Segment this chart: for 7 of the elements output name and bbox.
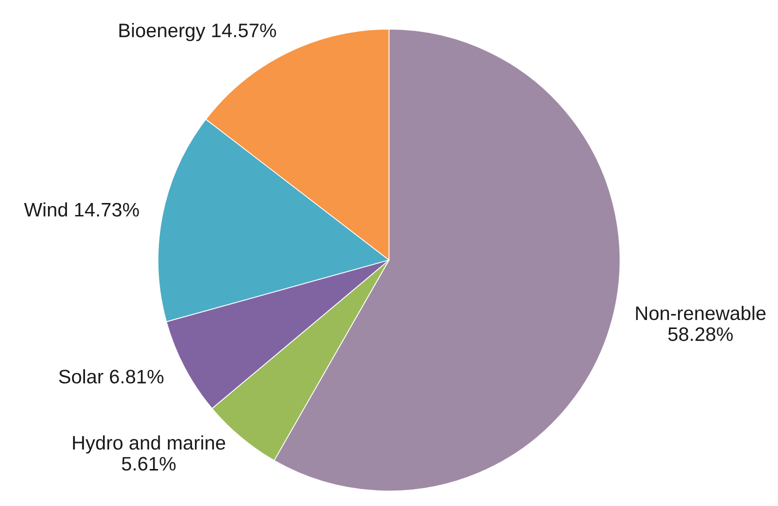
slice-label: Bioenergy 14.57% <box>119 23 276 42</box>
slice-label: Hydro and marine <box>73 435 226 454</box>
slice-label: Wind 14.73% <box>24 202 139 217</box>
data-label: 5.61% <box>122 456 176 471</box>
data-label: 58.28% <box>668 327 733 342</box>
slice-label: Non-renewable <box>636 306 766 320</box>
slice-label: Solar 6.81% <box>59 369 164 384</box>
